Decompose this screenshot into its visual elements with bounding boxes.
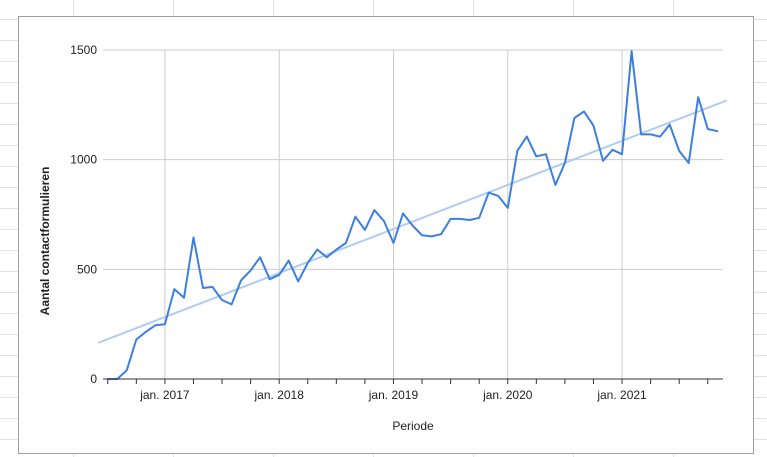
series-layer [106, 50, 719, 380]
axis-layer [103, 378, 723, 384]
x-tick-label: jan. 2021 [596, 388, 647, 402]
y-tick-label: 1000 [70, 153, 97, 167]
label-layer: 0 500 1000 1500 jan. 2017 jan. 2018 jan. 2019 j… [70, 43, 647, 402]
chart-card[interactable]: 0 500 1000 1500 jan. 2017 jan. 2018 jan. 2019 j… [18, 16, 754, 454]
x-tick-label: jan. 2020 [482, 388, 533, 402]
trendline-layer [97, 99, 728, 344]
x-tick-label: jan. 2018 [253, 388, 304, 402]
x-tick-label: jan. 2019 [368, 388, 419, 402]
x-axis-title: Periode [392, 419, 434, 433]
grid-layer [103, 49, 723, 379]
x-tick-label: jan. 2017 [139, 388, 190, 402]
y-axis-title: Aantal contactformulieren [38, 167, 52, 316]
y-tick-label: 0 [90, 372, 97, 386]
series-line [106, 50, 719, 380]
y-tick-label: 500 [77, 262, 97, 276]
line-chart: 0 500 1000 1500 jan. 2017 jan. 2018 jan. 2019 j… [38, 43, 728, 433]
trendline [97, 99, 728, 344]
y-tick-label: 1500 [70, 43, 97, 57]
